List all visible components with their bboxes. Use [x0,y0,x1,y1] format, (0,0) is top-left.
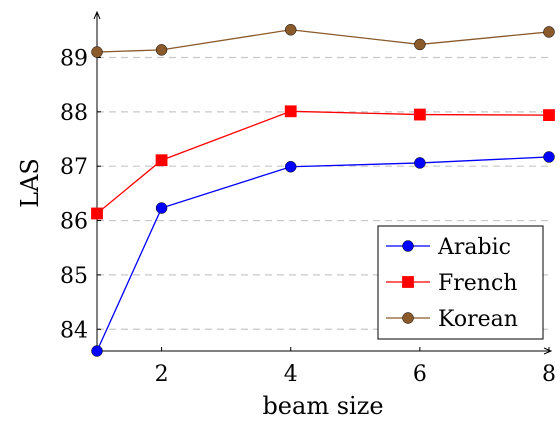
data-point [413,108,426,121]
y-axis-arrow [93,10,101,20]
data-point [414,157,426,169]
y-tick-label: 88 [60,101,88,126]
x-tick-label: 6 [413,362,427,387]
x-tick-label: 4 [284,362,298,387]
data-point [284,105,297,118]
series-group [91,24,555,357]
legend-swatch-marker [402,240,414,252]
series-arabic [91,151,555,357]
legend-label: French [438,271,517,296]
legend-label: Korean [438,307,518,332]
legend-item-arabic: Arabic [386,235,511,260]
legend-label: Arabic [437,235,511,260]
data-point [155,154,168,167]
y-axis-label: LAS [16,158,44,208]
data-point [543,151,555,163]
data-point [155,44,168,56]
y-tick-label: 84 [60,318,88,343]
y-tick-label: 89 [60,46,88,71]
data-point [155,202,168,214]
x-tick-label: 2 [155,362,169,387]
x-axis-arrow [543,347,553,355]
data-point [543,26,555,38]
y-tick-label: 86 [60,210,88,235]
legend-swatch-marker [402,276,414,288]
x-tick-label: 8 [542,362,556,387]
axes [93,10,553,355]
data-point [91,46,103,58]
tick-labels: 84 85 86 87 88 89 2 4 6 8 [60,46,556,387]
legend-item-korean: Korean [386,307,518,332]
y-tick-label: 85 [60,264,88,289]
legend-item-french: French [386,271,517,296]
y-tick-label: 87 [60,155,88,180]
legend: Arabic French Korean [377,225,544,340]
data-point [91,207,103,220]
x-axis-label: beam size [262,392,383,420]
data-point [284,160,297,173]
data-point [414,38,426,51]
data-point [284,24,297,36]
legend-swatch-marker [402,312,414,324]
data-point [543,109,555,121]
series-korean [91,24,555,58]
data-point [91,345,103,357]
series-french [91,105,555,220]
